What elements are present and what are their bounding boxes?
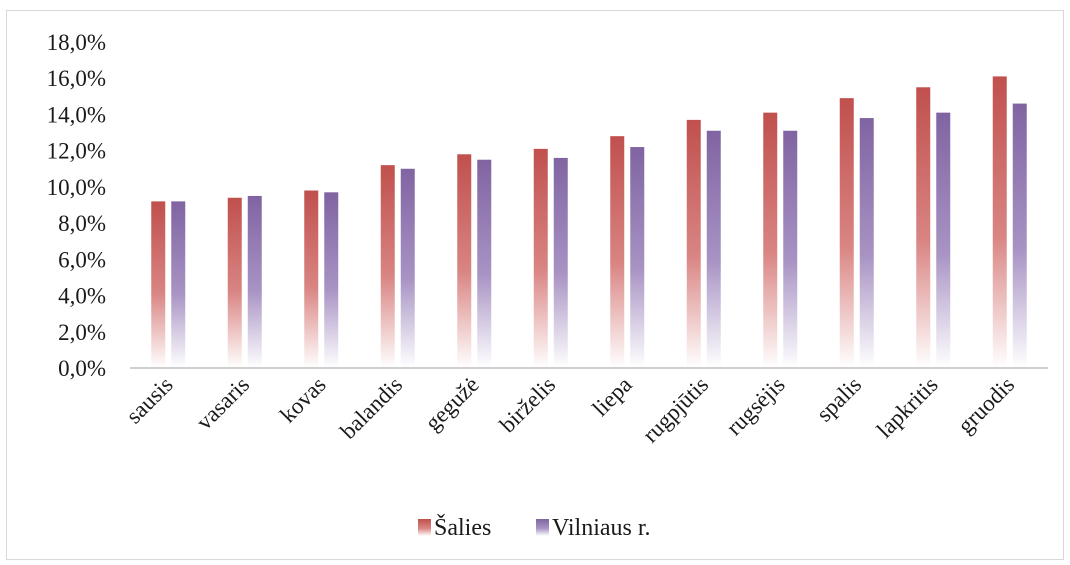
x-tick-label: rugsėjis <box>722 372 790 440</box>
y-tick-label: 10,0% <box>47 175 106 200</box>
bar-vilniaus-2 <box>324 192 339 368</box>
x-tick-label: sausis <box>121 372 178 429</box>
bar-vilniaus-5 <box>553 157 568 368</box>
y-tick-label: 8,0% <box>58 211 106 236</box>
bar-salies-10 <box>916 87 931 369</box>
x-tick-label: kovas <box>275 372 331 428</box>
bar-salies-11 <box>992 76 1007 369</box>
y-tick-label: 16,0% <box>47 66 106 91</box>
bar-salies-1 <box>227 197 242 368</box>
x-tick-label: balandis <box>335 372 407 444</box>
bar-salies-2 <box>304 190 319 368</box>
bar-salies-6 <box>610 136 625 368</box>
bar-vilniaus-11 <box>1012 103 1027 369</box>
bar-vilniaus-7 <box>706 130 721 368</box>
bar-vilniaus-9 <box>859 118 874 368</box>
x-tick-label: birželis <box>495 372 561 438</box>
y-tick-label: 18,0% <box>47 30 106 55</box>
bar-vilniaus-3 <box>400 168 415 368</box>
bar-salies-7 <box>686 119 701 368</box>
y-tick-label: 12,0% <box>47 139 106 164</box>
bar-vilniaus-8 <box>783 130 798 368</box>
y-tick-label: 6,0% <box>58 247 106 272</box>
x-tick-label: rugpjūtis <box>638 372 714 448</box>
x-tick-label: gruodis <box>953 372 1020 439</box>
x-axis-labels: sausis vasaris kovas balandis gegužė birželis… <box>121 372 1019 448</box>
bar-vilniaus-0 <box>171 201 186 368</box>
bar-vilniaus-1 <box>247 195 262 368</box>
bar-salies-3 <box>380 165 395 368</box>
legend-swatch <box>536 519 549 536</box>
x-tick-label: gegužė <box>420 372 484 436</box>
x-tick-label: spalis <box>812 372 867 427</box>
x-tick-label: liepa <box>587 372 636 421</box>
bars <box>151 76 1027 369</box>
bar-vilniaus-6 <box>630 147 645 368</box>
bar-salies-8 <box>763 112 778 368</box>
bar-vilniaus-10 <box>936 112 951 368</box>
bar-salies-9 <box>839 98 854 369</box>
x-tick-label: lapkritis <box>872 372 943 443</box>
bar-salies-4 <box>457 154 472 368</box>
bar-vilniaus-4 <box>477 159 492 368</box>
legend-label: Vilniaus r. <box>552 515 651 541</box>
legend: Šalies Vilniaus r. <box>418 514 651 541</box>
y-tick-label: 4,0% <box>58 284 106 309</box>
bar-salies-0 <box>151 201 166 368</box>
legend-label: Šalies <box>434 514 491 541</box>
legend-swatch <box>418 519 431 536</box>
bar-salies-5 <box>533 148 548 368</box>
y-axis-ticks: 0,0% 2,0% 4,0% 6,0% 8,0% 10,0% 12,0% 14,0% 16,0%… <box>47 30 106 381</box>
y-tick-label: 0,0% <box>58 356 106 381</box>
y-tick-label: 2,0% <box>58 320 106 345</box>
x-tick-label: vasaris <box>191 372 254 435</box>
y-tick-label: 14,0% <box>47 102 106 127</box>
